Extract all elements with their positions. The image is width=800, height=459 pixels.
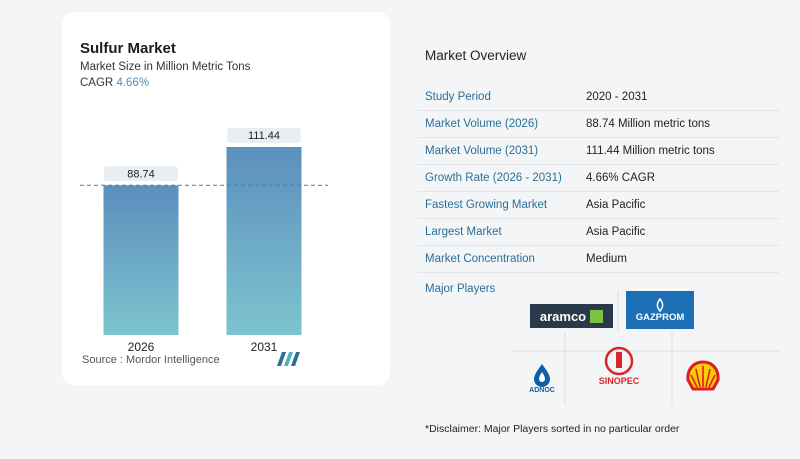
sinopec-logo: SINOPEC — [593, 343, 645, 389]
overview-row: Fastest Growing Market Asia Pacific — [417, 192, 779, 219]
overview-row: Market Concentration Medium — [417, 246, 779, 273]
overview-row-key: Market Volume (2026) — [425, 118, 539, 130]
mordor-logo — [277, 352, 301, 371]
overview-row-value: Asia Pacific — [586, 226, 646, 238]
overview-row: Market Volume (2031) 111.44 Million metri… — [417, 138, 779, 165]
overview-row-value: 2020 - 2031 — [586, 91, 648, 103]
bar-2031 — [226, 147, 302, 335]
cagr-value: 4.66% — [116, 77, 150, 89]
gazprom-logo: GAZPROM — [626, 291, 694, 329]
shell-pecten-icon — [686, 360, 720, 391]
overview-row: Market Volume (2026) 88.74 Million metric… — [417, 111, 779, 138]
value-label-bg — [104, 166, 178, 182]
value-label: 88.74 — [127, 168, 155, 180]
value-label: 111.44 — [248, 130, 280, 142]
sinopec-emblem-icon — [604, 346, 634, 376]
overview-row-key: Largest Market — [425, 226, 502, 238]
cagr-line: CAGR 4.66% — [80, 77, 149, 89]
aramco-mark-icon — [590, 309, 604, 323]
overview-row-value: Asia Pacific — [586, 199, 646, 211]
overview-row-key: Study Period — [425, 91, 491, 103]
overview-row-key: Fastest Growing Market — [425, 199, 548, 211]
mordor-logo-icon — [277, 352, 300, 366]
overview-row-key: Market Volume (2031) — [425, 145, 539, 157]
overview-row: Growth Rate (2026 - 2031) 4.66% CAGR — [417, 165, 779, 192]
sinopec-text: SINOPEC — [598, 376, 640, 386]
value-label-bg — [227, 128, 301, 143]
overview-row-value: 88.74 Million metric tons — [586, 118, 710, 130]
gazprom-text: GAZPROM — [635, 311, 685, 323]
overview-row-key: Growth Rate (2026 - 2031) — [425, 172, 562, 184]
aramco-logo: aramco — [530, 304, 613, 328]
major-players-label: Major Players — [425, 283, 496, 295]
bar-2026 — [103, 185, 179, 335]
chart-subtitle: Market Size in Million Metric Tons — [80, 61, 251, 73]
adnoc-text: ADNOC — [529, 386, 555, 394]
aramco-text: aramco — [539, 308, 587, 324]
overview-row: Study Period 2020 - 2031 — [417, 84, 779, 111]
overview-title: Market Overview — [425, 48, 527, 63]
x-tick-label: 2026 — [128, 340, 155, 354]
disclaimer-text: *Disclaimer: Major Players sorted in no … — [425, 423, 680, 435]
gazprom-flame-icon — [656, 297, 664, 312]
overview-row-value: Medium — [586, 253, 627, 265]
overview-table: Study Period 2020 - 2031 Market Volume (20… — [417, 84, 779, 273]
cagr-label: CAGR — [80, 77, 114, 89]
x-tick-label: 2031 — [251, 340, 278, 354]
adnoc-drop-icon — [534, 363, 550, 387]
chart-title: Sulfur Market — [80, 40, 176, 57]
source-text: Source : Mordor Intelligence — [82, 354, 220, 366]
overview-row-key: Market Concentration — [425, 253, 535, 265]
overview-row-value: 4.66% CAGR — [586, 172, 656, 184]
overview-row: Largest Market Asia Pacific — [417, 219, 779, 246]
shell-logo — [683, 359, 723, 393]
overview-row-value: 111.44 Million metric tons — [586, 145, 715, 157]
adnoc-logo: ADNOC — [526, 356, 558, 400]
